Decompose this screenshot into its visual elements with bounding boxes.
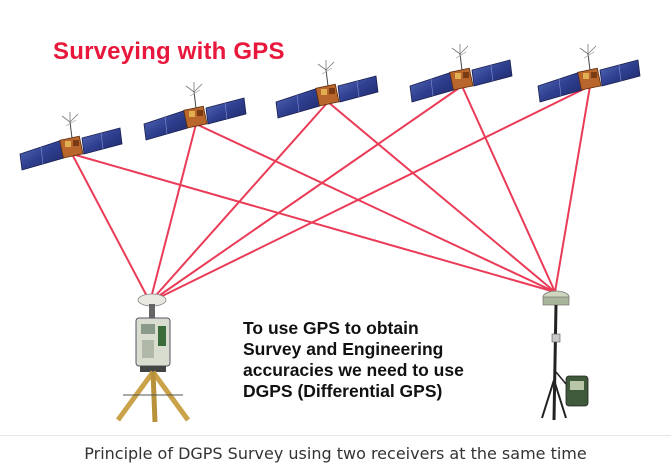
- caption-divider: [0, 435, 671, 436]
- satellite-icon: [19, 111, 123, 171]
- signal-line: [149, 85, 463, 303]
- dgps-diagram: [19, 43, 641, 423]
- signal-line: [71, 153, 151, 303]
- signal-line: [71, 153, 556, 293]
- dgps-note: To use GPS to obtain Survey and Engineer…: [243, 318, 523, 402]
- gps-receiver-pole-icon: [541, 290, 589, 421]
- signal-line: [149, 101, 329, 303]
- figure-caption: Principle of DGPS Survey using two recei…: [84, 444, 587, 463]
- note-line: DGPS (Differential GPS): [243, 381, 443, 401]
- note-line: accuracies we need to use: [243, 360, 464, 380]
- signal-line: [149, 123, 197, 303]
- signal-lines: [71, 85, 591, 303]
- gps-receiver-tripod-icon: [115, 293, 191, 423]
- satellite-icon: [409, 43, 513, 103]
- signal-line: [149, 85, 591, 303]
- figure-title: Surveying with GPS: [53, 38, 285, 65]
- signal-line: [461, 85, 556, 293]
- signal-line: [195, 123, 556, 293]
- note-line: Survey and Engineering: [243, 339, 444, 359]
- signal-line: [327, 101, 556, 293]
- satellite-icon: [275, 59, 379, 119]
- signal-line: [554, 85, 591, 293]
- note-line: To use GPS to obtain: [243, 318, 419, 338]
